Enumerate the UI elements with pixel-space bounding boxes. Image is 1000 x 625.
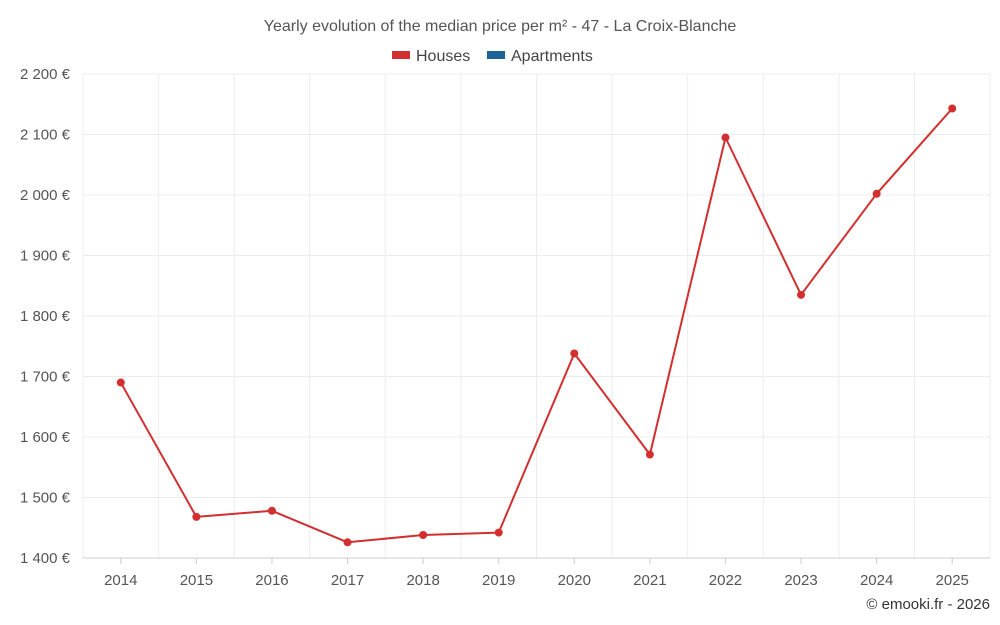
grid: [82, 73, 991, 559]
data-point-houses[interactable]: [797, 290, 806, 299]
data-point-houses[interactable]: [192, 512, 201, 521]
y-tick-label: 2 200 €: [20, 66, 71, 83]
x-tick-label: 2016: [255, 572, 288, 589]
x-tick-label: 2019: [482, 572, 515, 589]
x-tick-label: 2022: [709, 572, 742, 589]
data-point-houses[interactable]: [570, 349, 579, 358]
legend-item-houses[interactable]: Houses: [392, 48, 470, 65]
chart-title: Yearly evolution of the median price per…: [264, 18, 737, 35]
y-tick-label: 2 100 €: [20, 127, 71, 144]
data-point-houses[interactable]: [419, 531, 428, 540]
data-point-houses[interactable]: [116, 378, 125, 387]
data-point-houses[interactable]: [343, 538, 352, 547]
y-tick-label: 2 000 €: [20, 187, 71, 204]
x-tick-label: 2017: [331, 572, 364, 589]
x-axis-ticks: 2014 2015 2016 2017 2018 2019 2020 2021 2022 2023…: [104, 558, 969, 589]
x-tick-label: 2023: [784, 572, 817, 589]
y-tick-label: 1 800 €: [20, 308, 71, 325]
y-axis-ticks: 1 400 € 1 500 € 1 600 € 1 700 € 1 800 € 1 900…: [20, 66, 71, 567]
legend-swatch-houses: [392, 51, 410, 59]
x-tick-label: 2015: [180, 572, 213, 589]
credit-text: © emooki.fr - 2026: [866, 596, 990, 613]
x-tick-label: 2021: [633, 572, 666, 589]
x-tick-label: 2025: [936, 572, 969, 589]
legend-label-apartments: Apartments: [511, 48, 593, 65]
x-tick-label: 2018: [406, 572, 439, 589]
data-point-houses[interactable]: [872, 189, 881, 198]
y-tick-label: 1 700 €: [20, 369, 71, 386]
data-point-houses[interactable]: [267, 506, 276, 515]
x-tick-label: 2024: [860, 572, 893, 589]
data-point-houses[interactable]: [645, 450, 654, 459]
data-point-houses[interactable]: [948, 104, 957, 113]
y-tick-label: 1 900 €: [20, 248, 71, 265]
legend-item-apartments[interactable]: Apartments: [487, 48, 593, 65]
series-group: [116, 104, 957, 547]
legend-label-houses: Houses: [416, 48, 470, 65]
data-point-houses[interactable]: [721, 133, 730, 142]
data-point-houses[interactable]: [494, 528, 503, 537]
x-tick-label: 2014: [104, 572, 137, 589]
y-tick-label: 1 500 €: [20, 490, 71, 507]
legend-swatch-apartments: [487, 51, 505, 59]
x-tick-label: 2020: [558, 572, 591, 589]
y-tick-label: 1 600 €: [20, 429, 71, 446]
y-tick-label: 1 400 €: [20, 550, 71, 567]
series-line-houses: [119, 107, 953, 544]
legend: Houses Apartments: [392, 48, 593, 65]
